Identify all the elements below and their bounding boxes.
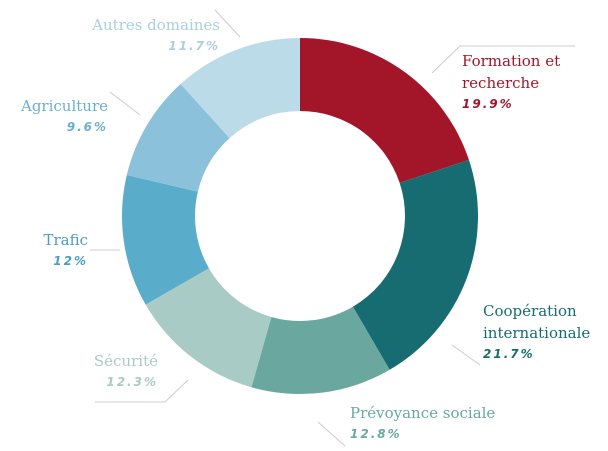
category-name: Agriculture xyxy=(21,97,108,115)
category-name: Autres domaines xyxy=(92,16,220,34)
category-name: Sécurité xyxy=(93,352,158,370)
donut-segment xyxy=(300,38,469,183)
value-label: 19.9% xyxy=(462,97,514,111)
category-name: Coopération internationale xyxy=(483,302,591,342)
category-name: Formation et recherche xyxy=(462,52,561,92)
donut-segment xyxy=(126,83,230,192)
leader-line xyxy=(95,379,189,403)
value-label: 11.7% xyxy=(168,39,220,53)
donut-segment xyxy=(251,306,390,395)
segment-label: Formation et recherche 19.9% xyxy=(462,50,587,114)
segment-label: Prévoyance sociale 12.8% xyxy=(350,402,530,444)
leader-line xyxy=(317,421,346,447)
segment-label: Trafic 12% xyxy=(20,229,88,271)
value-label: 12.3% xyxy=(106,375,158,389)
segment-label: Coopération internationale 21.7% xyxy=(483,300,608,364)
value-label: 12% xyxy=(53,254,88,268)
category-name: Trafic xyxy=(43,231,88,249)
segment-label: Autres domaines 11.7% xyxy=(50,14,220,56)
leader-line xyxy=(109,91,141,116)
donut-segment xyxy=(352,159,478,370)
value-label: 21.7% xyxy=(483,347,535,361)
value-label: 9.6% xyxy=(66,120,108,134)
leader-line xyxy=(451,344,481,366)
donut-segment xyxy=(180,38,300,139)
leader-line xyxy=(431,45,575,74)
donut-segment xyxy=(122,174,209,305)
leader-line xyxy=(214,9,241,38)
category-name: Prévoyance sociale xyxy=(350,404,496,422)
segment-label: Sécurité 12.3% xyxy=(60,350,158,392)
value-label: 12.8% xyxy=(350,427,402,441)
segment-label: Agriculture 9.6% xyxy=(5,95,108,137)
donut-segment xyxy=(145,268,272,388)
